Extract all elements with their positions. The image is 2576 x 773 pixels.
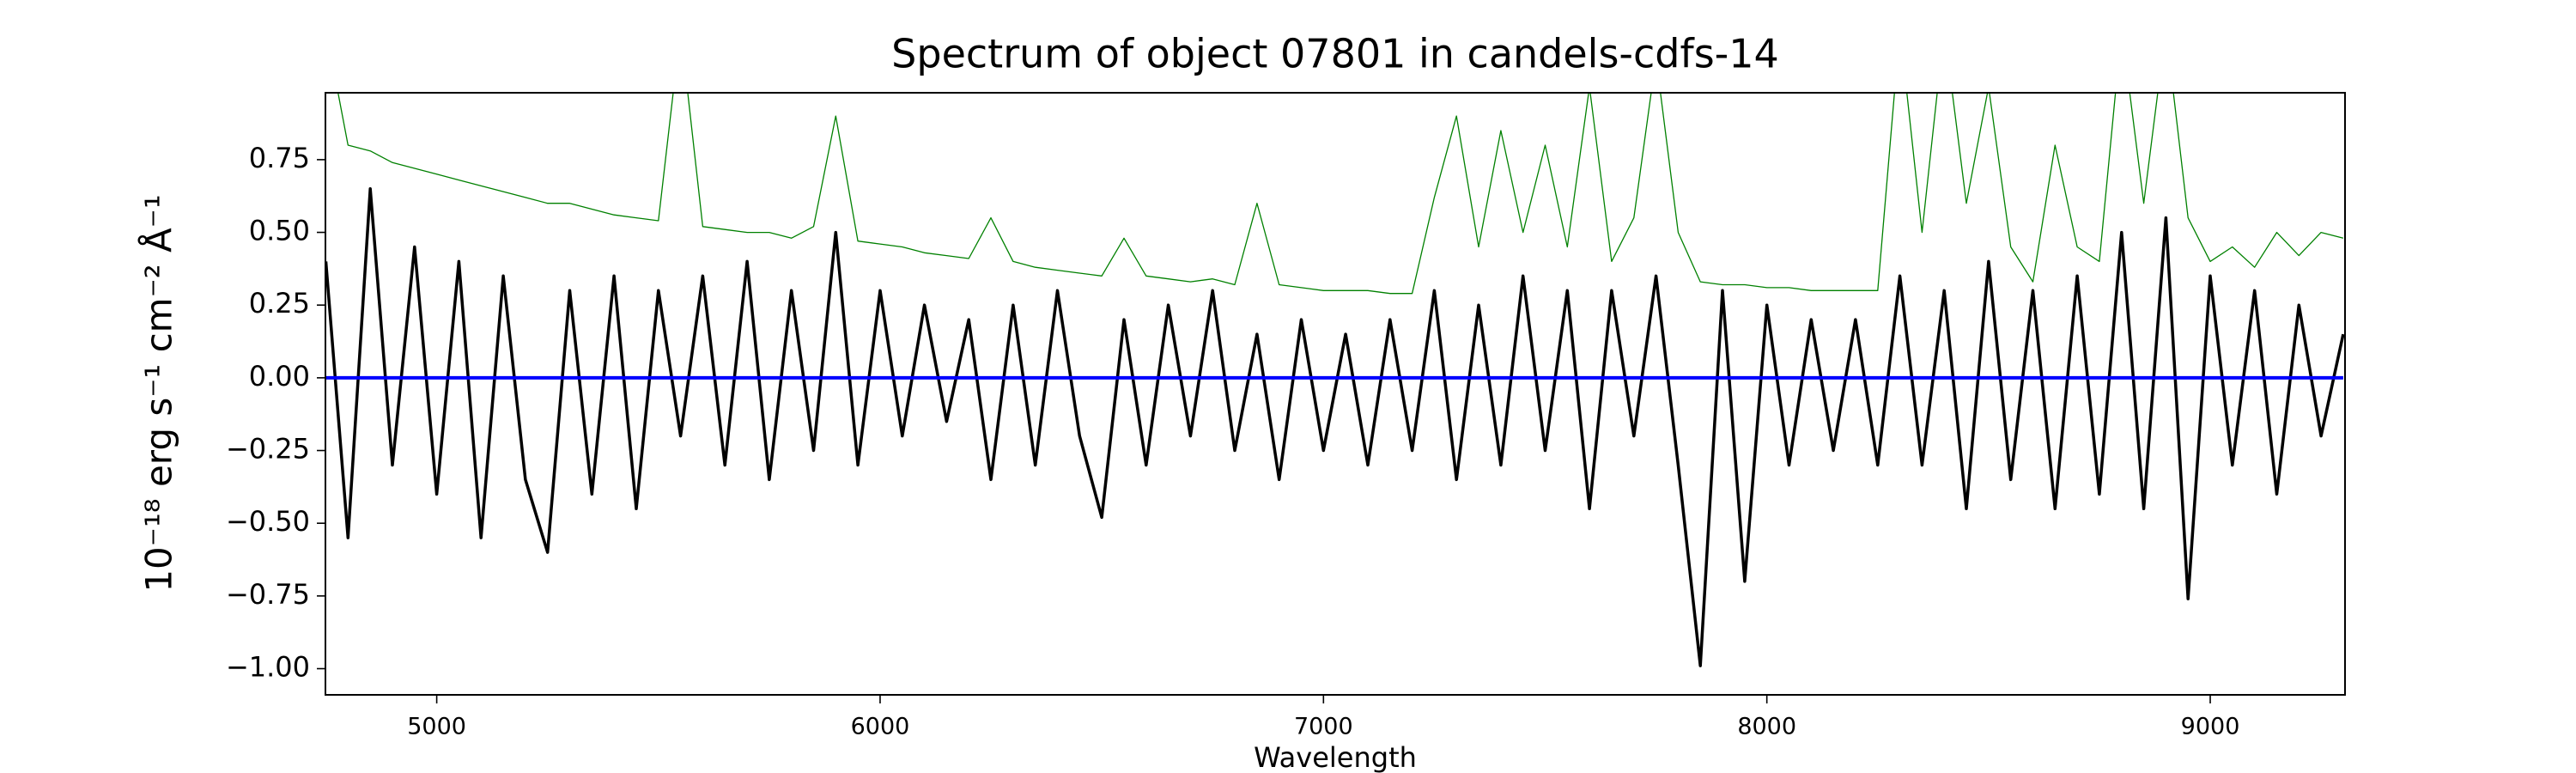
x-tick-label: 5000 (407, 714, 466, 740)
y-tick-label: −0.25 (226, 433, 310, 466)
spectrum-line (325, 187, 2345, 667)
x-tick-label: 7000 (1294, 714, 1353, 740)
chart-title: Spectrum of object 07801 in candels-cdfs… (891, 31, 1779, 77)
y-tick-label: 0.75 (249, 142, 310, 174)
x-tick-label: 9000 (2181, 714, 2240, 740)
y-tick-label: 0.25 (249, 287, 310, 320)
plot-area (325, 93, 2345, 667)
spectrum-line (337, 93, 2344, 295)
y-axis-label: 10⁻¹⁸ erg s⁻¹ cm⁻² Å⁻¹ (137, 194, 180, 592)
y-tick-label: −0.50 (226, 505, 310, 538)
y-tick-label: 0.50 (249, 215, 310, 247)
x-tick-label: 8000 (1737, 714, 1796, 740)
x-axis-label: Wavelength (1254, 741, 1417, 773)
x-tick-label: 6000 (851, 714, 910, 740)
axes-frame (325, 92, 2346, 696)
y-tick-label: −1.00 (226, 651, 310, 684)
y-tick-label: −0.75 (226, 578, 310, 611)
y-tick-label: 0.00 (249, 360, 310, 393)
